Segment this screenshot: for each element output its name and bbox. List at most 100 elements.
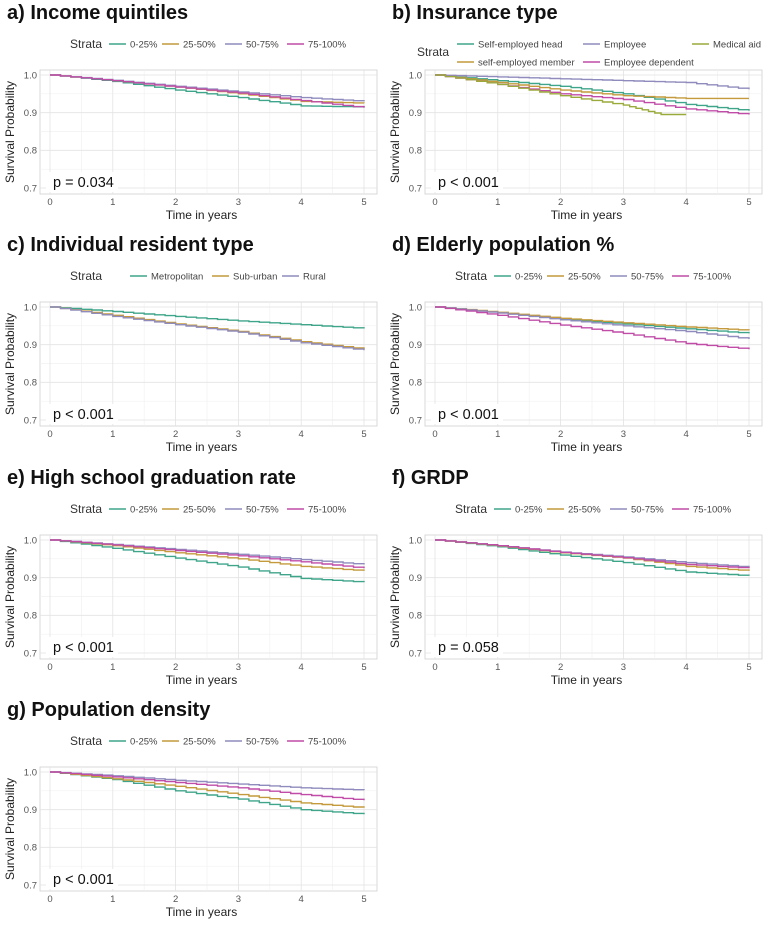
y-tick-label: 0.7	[409, 415, 422, 426]
x-tick-label: 5	[746, 429, 751, 440]
gridlines	[40, 70, 377, 194]
y-tick-label: 0.7	[409, 183, 422, 194]
x-tick-label: 1	[110, 429, 115, 440]
panel-title: d) Elderly population %	[392, 234, 614, 256]
x-tick-label: 4	[684, 662, 689, 673]
y-tick-label: 0.7	[24, 415, 37, 426]
series-line	[435, 74, 750, 90]
legend-label: 50-75%	[246, 40, 279, 51]
x-tick-label: 2	[558, 662, 563, 673]
x-tick-label: 5	[361, 429, 366, 440]
x-axis-title: Time in years	[166, 673, 238, 687]
x-tick-label: 3	[236, 429, 241, 440]
y-tick-label: 0.9	[409, 573, 422, 584]
panel-title: c) Individual resident type	[7, 234, 254, 256]
y-tick-label: 1.0	[24, 767, 37, 778]
y-tick-label: 0.7	[24, 648, 37, 659]
chart-panel: c) Individual resident type Strata Metropo…	[3, 234, 378, 454]
legend-title: Strata	[70, 502, 102, 516]
legend-label: 75-100%	[308, 737, 347, 748]
legend-label: 25-50%	[183, 737, 216, 748]
x-tick-label: 5	[746, 662, 751, 673]
legend: Strata 0-25% 25-50% 50-75% 75-100%	[70, 734, 347, 748]
legend-label: 50-75%	[246, 505, 279, 516]
series-line	[435, 539, 750, 576]
legend-label: Employee dependent	[604, 58, 694, 69]
x-tick-label: 4	[299, 894, 304, 905]
y-tick-label: 0.8	[24, 611, 37, 622]
x-tick-label: 3	[236, 662, 241, 673]
y-tick-label: 1.0	[24, 70, 37, 81]
y-axis-title: Survival Probability	[3, 313, 17, 415]
y-axis-title: Survival Probability	[388, 313, 402, 415]
y-tick-label: 1.0	[24, 302, 37, 313]
series-line	[435, 539, 750, 569]
x-tick-label: 4	[684, 197, 689, 208]
x-tick-label: 1	[110, 197, 115, 208]
p-value-box: p = 0.034	[46, 172, 118, 192]
series-line	[50, 771, 365, 808]
series-line	[50, 306, 365, 351]
y-tick-label: 0.8	[409, 378, 422, 389]
legend-title: Strata	[70, 37, 102, 51]
legend: Strata 0-25% 25-50% 50-75% 75-100%	[70, 37, 347, 51]
p-value: p < 0.001	[53, 872, 114, 888]
x-tick-label: 4	[299, 662, 304, 673]
x-tick-label: 1	[110, 662, 115, 673]
chart-panel: b) Insurance type Strata Self-employed hea…	[388, 2, 763, 222]
legend: Strata 0-25% 25-50% 50-75% 75-100%	[455, 269, 732, 283]
x-tick-label: 4	[684, 429, 689, 440]
legend-title: Strata	[455, 269, 487, 283]
p-value-box: p < 0.001	[46, 869, 118, 889]
legend-title: Strata	[70, 734, 102, 748]
p-value: p = 0.058	[438, 640, 499, 656]
legend: Strata 0-25% 25-50% 50-75% 75-100%	[70, 502, 347, 516]
series-line	[435, 74, 749, 100]
legend-label: self-employed member	[478, 58, 575, 69]
y-tick-label: 0.9	[24, 108, 37, 119]
panel-title: f) GRDP	[392, 467, 469, 489]
y-axis-title: Survival Probability	[3, 81, 17, 183]
x-tick-label: 1	[495, 429, 500, 440]
y-tick-label: 0.8	[24, 843, 37, 854]
panel-title: a) Income quintiles	[7, 2, 188, 24]
x-tick-label: 0	[432, 197, 437, 208]
y-tick-label: 1.0	[24, 535, 37, 546]
y-tick-label: 0.7	[24, 880, 37, 891]
chart-panel: d) Elderly population % Strata 0-25% 25-50%…	[388, 234, 763, 454]
legend: Strata Metropolitan Sub-urban Rural	[70, 269, 326, 283]
y-tick-label: 0.7	[409, 648, 422, 659]
p-value-box: p = 0.058	[431, 637, 503, 657]
series-line	[50, 539, 365, 583]
x-tick-label: 1	[495, 197, 500, 208]
legend-label: Sub-urban	[233, 272, 277, 283]
y-tick-label: 0.9	[24, 573, 37, 584]
x-axis-title: Time in years	[166, 905, 238, 919]
legend-title: Strata	[70, 269, 102, 283]
legend-label: 50-75%	[631, 505, 664, 516]
legend-label: 0-25%	[515, 505, 543, 516]
legend-label: 0-25%	[130, 505, 158, 516]
panel-title: g) Population density	[7, 699, 211, 721]
legend-label: 75-100%	[308, 40, 347, 51]
x-tick-label: 0	[47, 197, 52, 208]
x-axis-title: Time in years	[551, 440, 623, 454]
p-value: p < 0.001	[438, 175, 499, 191]
y-tick-label: 0.8	[24, 378, 37, 389]
y-tick-label: 0.7	[24, 183, 37, 194]
chart-panel: a) Income quintiles Strata 0-25% 25-50% 50-7…	[3, 2, 378, 222]
y-tick-label: 0.9	[409, 108, 422, 119]
x-tick-label: 2	[173, 429, 178, 440]
x-tick-label: 2	[173, 894, 178, 905]
x-tick-label: 5	[361, 662, 366, 673]
x-tick-label: 1	[495, 662, 500, 673]
x-tick-label: 2	[173, 197, 178, 208]
legend-label: Metropolitan	[151, 272, 203, 283]
y-axis-title: Survival Probability	[3, 778, 17, 880]
x-tick-label: 0	[47, 894, 52, 905]
legend: Strata Self-employed head self-employed me…	[417, 40, 761, 69]
y-axis-title: Survival Probability	[388, 546, 402, 648]
series-line	[50, 74, 365, 108]
x-tick-label: 2	[558, 429, 563, 440]
